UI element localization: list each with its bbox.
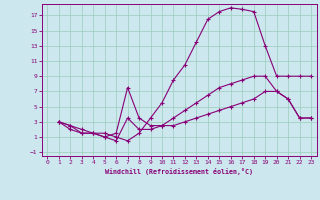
X-axis label: Windchill (Refroidissement éolien,°C): Windchill (Refroidissement éolien,°C) <box>105 168 253 175</box>
